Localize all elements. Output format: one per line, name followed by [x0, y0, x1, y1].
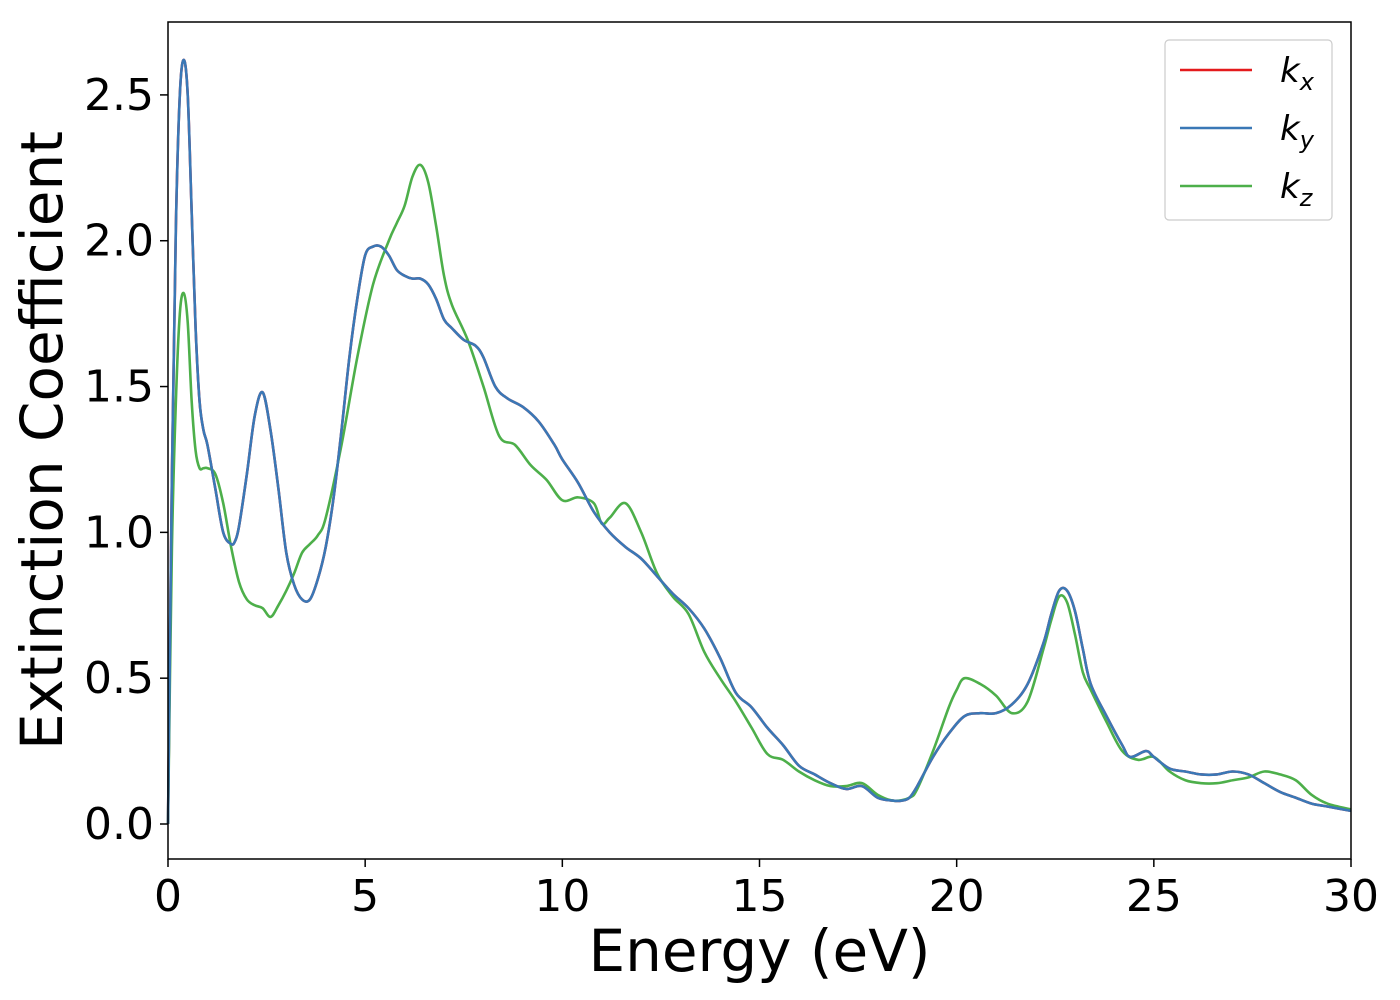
legend-box	[1164, 39, 1333, 221]
y-tick-label: 1.5	[84, 362, 154, 413]
series-layer	[166, 58, 1352, 825]
y-tick-label: 2.0	[84, 216, 154, 267]
x-tick-label: 25	[1126, 871, 1182, 922]
legend-items: kx ky kz	[1180, 51, 1315, 212]
y-tick-label: 1.0	[84, 507, 154, 558]
x-axis-label: Energy (eV)	[588, 917, 930, 985]
y-tick-label: 0.0	[84, 799, 154, 850]
legend: kx ky kz	[1164, 39, 1333, 221]
x-axis-ticks: 0 5 10 15 20 25 30	[154, 859, 1379, 922]
y-tick-label: 0.5	[84, 653, 154, 704]
legend-label-ky: ky	[1280, 109, 1315, 154]
x-tick-label: 30	[1323, 871, 1379, 922]
x-tick-label: 15	[732, 871, 788, 922]
y-axis-label: Extinction Coefficient	[8, 131, 76, 750]
y-axis-ticks: 0.0 0.5 1.0 1.5 2.0 2.5	[84, 70, 168, 850]
legend-label-kz: kz	[1280, 167, 1314, 212]
y-tick-label: 2.5	[84, 70, 154, 121]
x-tick-label: 10	[534, 871, 590, 922]
series-line-kz	[166, 163, 1352, 825]
x-tick-label: 20	[929, 871, 985, 922]
series-line-ky	[166, 58, 1352, 825]
x-tick-label: 0	[154, 871, 182, 922]
legend-label-kx: kx	[1280, 51, 1315, 96]
x-tick-label: 5	[351, 871, 379, 922]
